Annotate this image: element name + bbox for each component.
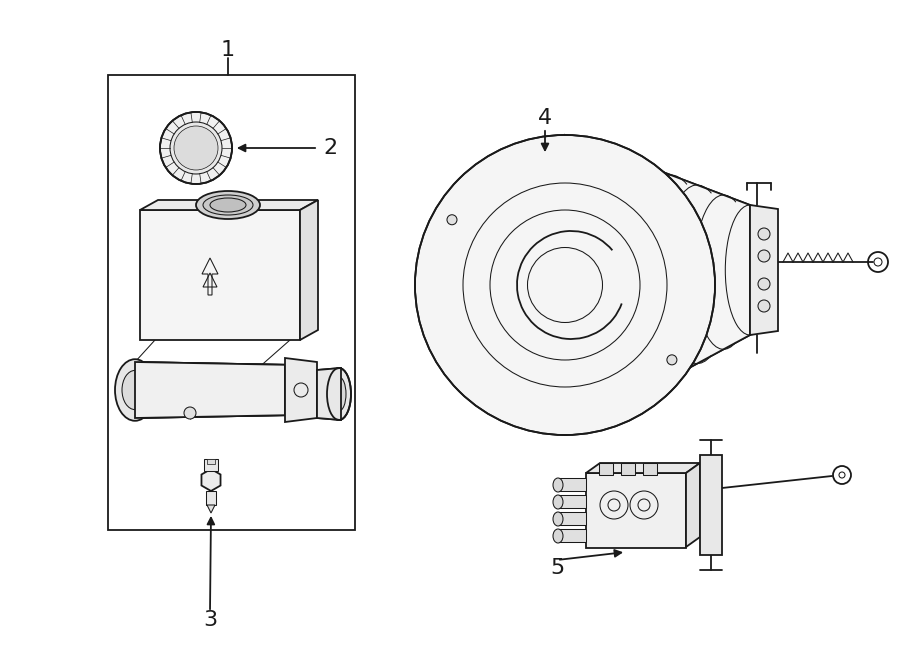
Polygon shape: [135, 362, 285, 418]
Circle shape: [758, 250, 770, 262]
Bar: [206, 491, 216, 505]
Text: 5: 5: [550, 558, 564, 578]
Polygon shape: [140, 210, 300, 340]
Ellipse shape: [196, 191, 260, 219]
Ellipse shape: [210, 198, 246, 212]
Circle shape: [184, 407, 196, 419]
Polygon shape: [586, 463, 700, 473]
Ellipse shape: [332, 377, 346, 411]
Bar: [207, 459, 215, 464]
Circle shape: [447, 215, 457, 225]
Circle shape: [758, 228, 770, 240]
Bar: [599, 463, 613, 475]
Circle shape: [758, 278, 770, 290]
Ellipse shape: [553, 529, 563, 543]
Circle shape: [758, 300, 770, 312]
Bar: [700, 455, 722, 555]
Bar: [558, 478, 586, 491]
Bar: [558, 512, 586, 525]
Circle shape: [170, 122, 222, 174]
Ellipse shape: [553, 478, 563, 492]
Circle shape: [174, 126, 218, 170]
Circle shape: [415, 135, 715, 435]
Text: 1: 1: [220, 40, 235, 60]
Polygon shape: [202, 469, 220, 491]
Polygon shape: [140, 200, 318, 210]
Bar: [558, 495, 586, 508]
Polygon shape: [285, 358, 317, 422]
Text: 2: 2: [323, 138, 338, 158]
Ellipse shape: [553, 512, 563, 526]
Bar: [643, 463, 657, 475]
Polygon shape: [207, 505, 215, 513]
Bar: [204, 459, 218, 471]
Polygon shape: [750, 205, 778, 335]
Polygon shape: [565, 135, 750, 435]
Circle shape: [160, 112, 232, 184]
Circle shape: [667, 355, 677, 365]
Text: 3: 3: [202, 610, 217, 630]
Ellipse shape: [275, 365, 295, 415]
Polygon shape: [317, 368, 341, 420]
Ellipse shape: [203, 195, 253, 215]
Polygon shape: [300, 200, 318, 340]
Ellipse shape: [553, 495, 563, 509]
Ellipse shape: [122, 370, 148, 410]
Text: 4: 4: [538, 108, 552, 128]
Bar: [621, 463, 635, 475]
Bar: [108, 75, 355, 530]
Bar: [586, 473, 686, 548]
Bar: [558, 529, 586, 542]
Ellipse shape: [327, 368, 351, 420]
Ellipse shape: [115, 359, 155, 421]
Polygon shape: [686, 463, 700, 547]
